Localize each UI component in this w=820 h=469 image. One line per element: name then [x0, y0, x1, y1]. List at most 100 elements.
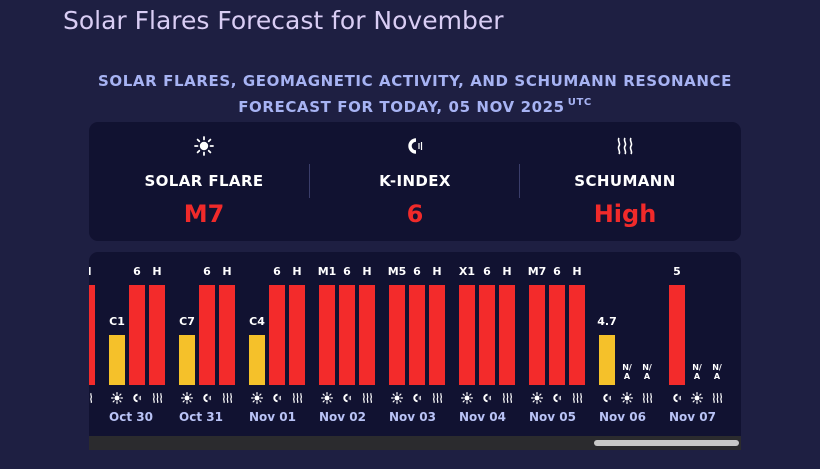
flare-bar [249, 335, 265, 385]
kindex-value-label: 6 [133, 265, 141, 278]
magnet-icon [200, 391, 214, 405]
flare-value-label: M1 [317, 265, 337, 278]
schumann-value-label: H [502, 265, 512, 278]
flare-value-label: C1 [109, 315, 125, 328]
sun-icon [110, 391, 124, 405]
sun-icon [180, 391, 194, 405]
flare-bar [319, 285, 335, 385]
magnet-icon [600, 391, 614, 405]
schumann-bar [149, 285, 165, 385]
date-label: Nov 05 [529, 410, 576, 424]
date-label: Nov 01 [249, 410, 296, 424]
date-label: Nov 02 [319, 410, 366, 424]
flare-bar [459, 285, 475, 385]
date-label: Oct 31 [179, 410, 223, 424]
schumann-bar [219, 285, 235, 385]
flare-bar [389, 285, 405, 385]
waves-icon [360, 391, 374, 405]
waves-icon [520, 134, 730, 158]
magnet-icon [670, 391, 684, 405]
flare-value-label: M5 [387, 265, 407, 278]
schumann-bar [359, 285, 375, 385]
date-label: Nov 04 [459, 410, 506, 424]
sun-icon [620, 391, 634, 405]
kindex-value-label: 6 [273, 265, 281, 278]
kindex-bar [409, 285, 425, 385]
sun-icon [530, 391, 544, 405]
schumann-label: SCHUMANN [574, 172, 676, 190]
waves-icon [640, 391, 654, 405]
chart-scrollbar-track[interactable] [89, 436, 741, 450]
magnet-icon [270, 391, 284, 405]
subtitle-line-2: FORECAST FOR TODAY, 05 NOV 2025 UTC [89, 92, 741, 118]
date-label: Nov 03 [389, 410, 436, 424]
k-index-value: 6 [406, 200, 424, 228]
sun-icon [250, 391, 264, 405]
kindex-bar [669, 285, 685, 385]
na-label: N/A [712, 363, 722, 381]
page-title: Solar Flares Forecast for November [63, 6, 504, 35]
timezone-label: UTC [567, 97, 592, 108]
date-label: Nov 07 [669, 410, 716, 424]
kindex-value-label: 6 [483, 265, 491, 278]
magnet-icon [410, 391, 424, 405]
kindex-bar [269, 285, 285, 385]
waves-icon [89, 391, 94, 405]
magnet-icon [310, 134, 520, 158]
kindex-value-label: 6 [203, 265, 211, 278]
sun-icon [460, 391, 474, 405]
solar-flare-label: SOLAR FLARE [144, 172, 264, 190]
flare-bar [109, 335, 125, 385]
schumann-bar [569, 285, 585, 385]
kindex-value-label: 6 [553, 265, 561, 278]
magnet-icon [550, 391, 564, 405]
waves-icon [710, 391, 724, 405]
k-index-label: K-INDEX [379, 172, 451, 190]
schumann-value-label: H [222, 265, 232, 278]
summary-divider [519, 164, 520, 198]
schumann-bar [89, 285, 95, 385]
forecast-subtitle: SOLAR FLARES, GEOMAGNETIC ACTIVITY, AND … [89, 70, 741, 118]
kindex-bar [129, 285, 145, 385]
kindex-bar [549, 285, 565, 385]
sun-icon [99, 134, 309, 158]
na-label: N/A [622, 363, 632, 381]
waves-icon [290, 391, 304, 405]
schumann-bar [499, 285, 515, 385]
kindex-value-label: 4.7 [597, 315, 617, 328]
sun-icon [320, 391, 334, 405]
na-label: N/A [642, 363, 652, 381]
summary-divider [309, 164, 310, 198]
kindex-bar [199, 285, 215, 385]
flare-value-label: X1 [458, 265, 476, 278]
schumann-bar [429, 285, 445, 385]
sun-icon [690, 391, 704, 405]
schumann-bar [289, 285, 305, 385]
date-label: Oct 30 [109, 410, 153, 424]
magnet-icon [480, 391, 494, 405]
waves-icon [430, 391, 444, 405]
kindex-bar [599, 335, 615, 385]
kindex-value-label: 6 [413, 265, 421, 278]
kindex-bar [479, 285, 495, 385]
magnet-icon [130, 391, 144, 405]
schumann-value-label: H [89, 265, 98, 278]
today-summary-card: SOLAR FLARE M7 K-INDEX 6 SCHUMANN High [89, 122, 741, 241]
schumann-value-label: H [292, 265, 302, 278]
flare-bar [179, 335, 195, 385]
kindex-value-label: 5 [673, 265, 681, 278]
magnet-icon [340, 391, 354, 405]
flare-value-label: C4 [249, 315, 265, 328]
schumann-value-label: H [432, 265, 442, 278]
kindex-value-label: 6 [343, 265, 351, 278]
solar-flare-summary: SOLAR FLARE M7 [99, 122, 309, 241]
schumann-value-label: H [362, 265, 372, 278]
subtitle-line-1: SOLAR FLARES, GEOMAGNETIC ACTIVITY, AND … [98, 72, 732, 90]
na-label: N/A [692, 363, 702, 381]
schumann-summary: SCHUMANN High [520, 122, 730, 241]
schumann-value-label: H [572, 265, 582, 278]
chart-scrollbar-thumb[interactable] [594, 440, 739, 446]
flare-value-label: M7 [527, 265, 547, 278]
